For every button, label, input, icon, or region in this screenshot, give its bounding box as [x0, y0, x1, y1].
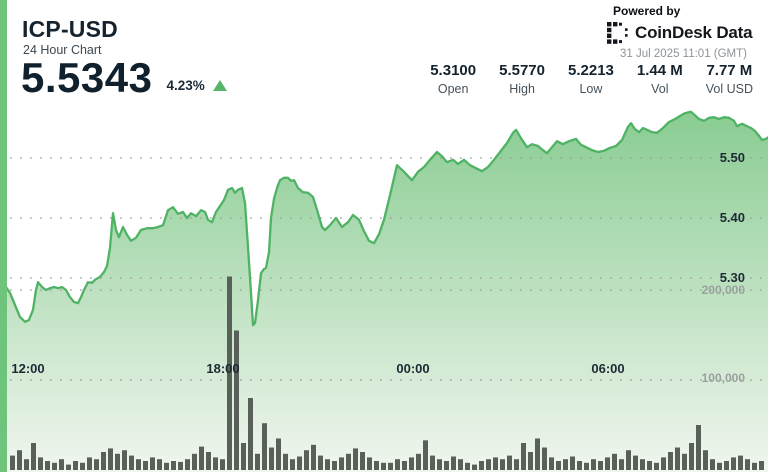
- price-axis-tick-540: 5.40: [719, 210, 745, 225]
- stat-label: Low: [579, 82, 603, 96]
- volume-axis-tick-200k: 200,000: [701, 283, 745, 297]
- current-price-block: 5.5343 4.23%: [21, 56, 227, 100]
- stat-label: High: [509, 82, 535, 96]
- brand-name: CoinDesk Data: [635, 23, 753, 42]
- time-axis-tick-1800: 18:00: [206, 361, 240, 376]
- chart-subtitle: 24 Hour Chart: [23, 43, 102, 57]
- left-accent-stripe: [0, 0, 7, 472]
- price-line: [4, 110, 768, 327]
- current-price: 5.5343: [21, 54, 153, 101]
- stat-value: 5.2213: [568, 62, 614, 79]
- stat-value: 1.44 M: [636, 62, 683, 79]
- stat-value: 5.3100: [430, 62, 477, 79]
- volume-axis-tick-100k: 100,000: [701, 371, 745, 385]
- stat-label: Open: [437, 82, 469, 96]
- stat-vol-usd: 7.77 M Vol USD: [706, 62, 753, 96]
- stat-low: 5.2213 Low: [568, 62, 614, 96]
- daily-stats-row: 5.3100 Open 5.5770 High 5.2213 Low 1.44 …: [430, 62, 753, 96]
- stat-open: 5.3100 Open: [430, 62, 476, 96]
- price-area-fill: [6, 111, 768, 472]
- stat-label: Vol USD: [705, 82, 753, 96]
- up-arrow-icon: [212, 80, 227, 91]
- time-axis-tick-0000: 00:00: [396, 361, 430, 376]
- time-axis-tick-0600: 06:00: [591, 361, 625, 376]
- page-title: ICP-USD: [22, 16, 118, 42]
- timestamp: 31 Jul 2025 11:01 (GMT): [620, 48, 747, 60]
- volume-bars: [10, 276, 764, 470]
- stat-value: 7.77 M: [706, 62, 753, 79]
- powered-by-block: Powered by CoinDesk Data 31 Jul 2025 11:…: [607, 4, 753, 60]
- powered-by-label: Powered by: [613, 4, 681, 18]
- stat-value: 5.5770: [499, 62, 545, 79]
- stat-high: 5.5770 High: [499, 62, 545, 96]
- stat-vol: 1.44 M Vol: [637, 62, 683, 96]
- coindesk-logo-icon: [607, 22, 628, 44]
- price-axis-tick-530: 5.30: [719, 270, 745, 285]
- dotted-gridlines: [0, 157, 768, 381]
- change-percent: 4.23%: [166, 78, 205, 93]
- time-axis-tick-1200: 12:00: [11, 361, 45, 376]
- stat-label: Vol: [651, 82, 669, 96]
- price-axis-tick-550: 5.50: [719, 150, 745, 165]
